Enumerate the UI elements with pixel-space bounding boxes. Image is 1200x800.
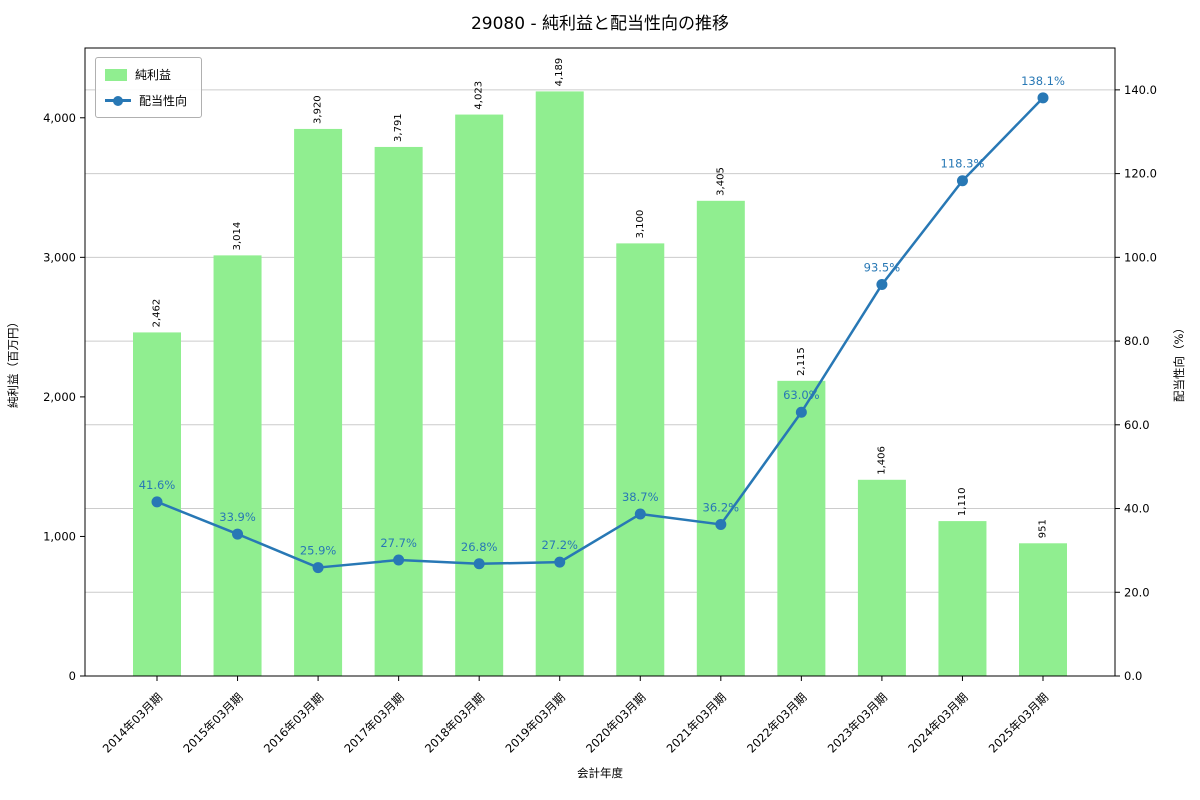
- y-tick-label-right: 120.0: [1124, 167, 1157, 181]
- bar-value-label: 4,189: [554, 58, 565, 87]
- bar-value-label: 3,405: [715, 167, 726, 196]
- x-tick-label: 2022年03月期: [744, 690, 809, 755]
- y-tick-label-left: 3,000: [43, 250, 76, 264]
- bar-net-income: [374, 146, 423, 676]
- y-tick-label-right: 40.0: [1124, 502, 1150, 516]
- line-marker: [232, 528, 244, 540]
- x-tick-label: 2015年03月期: [180, 690, 245, 755]
- legend-item-net-income: 純利益: [105, 66, 187, 83]
- payout-ratio-line: [155, 96, 1045, 569]
- legend: 純利益 配当性向: [95, 57, 203, 118]
- bar-net-income: [294, 128, 343, 677]
- line-marker: [634, 508, 646, 520]
- chart-title: 29080 - 純利益と配当性向の推移: [471, 14, 729, 34]
- bar-value-label: 2,462: [152, 299, 163, 328]
- x-tick-label: 2020年03月期: [583, 690, 648, 755]
- y-tick-label-right: 60.0: [1124, 418, 1150, 432]
- bar-net-income: [213, 255, 262, 676]
- payout-ratio-label: 25.9%: [300, 544, 337, 558]
- payout-ratio-label: 138.1%: [1021, 74, 1065, 88]
- bar-value-label: 1,110: [957, 487, 968, 516]
- bar-value-label: 3,920: [313, 95, 324, 124]
- legend-label-net-income: 純利益: [135, 68, 172, 82]
- x-tick-label: 2024年03月期: [905, 690, 970, 755]
- x-tick-label: 2025年03月期: [986, 690, 1051, 755]
- line-marker: [956, 175, 968, 187]
- y-tick-label-right: 100.0: [1124, 250, 1157, 264]
- line-marker: [876, 279, 888, 291]
- bar-value-label: 1,406: [876, 446, 887, 475]
- legend-item-payout-ratio: 配当性向: [105, 92, 187, 109]
- bar-net-income: [535, 91, 584, 676]
- y-tick-label-left: 4,000: [43, 111, 76, 125]
- plot-border: [84, 47, 1116, 677]
- bar-net-income: [455, 114, 504, 677]
- x-tick-label: 2014年03月期: [100, 690, 165, 755]
- chart-generated-layer: 2,462 3,014 3,920 3,791 4,023 4,189 3,100 3,405…: [43, 47, 1157, 756]
- legend-bar-swatch-icon: [105, 68, 127, 81]
- line-marker: [1037, 92, 1049, 104]
- bar-value-label: 3,100: [635, 210, 646, 239]
- x-tick-label: 2018年03月期: [422, 690, 487, 755]
- payout-ratio-label: 41.6%: [139, 478, 176, 492]
- legend-label-payout-ratio: 配当性向: [139, 94, 188, 108]
- bar-value-label: 3,791: [393, 113, 404, 142]
- payout-ratio-label: 26.8%: [461, 540, 498, 554]
- payout-ratio-label: 27.7%: [380, 536, 417, 550]
- legend-marker-dot-icon: [113, 95, 123, 106]
- line-marker: [393, 554, 405, 566]
- y-tick-label-right: 140.0: [1124, 83, 1157, 97]
- y-tick-label-right: 80.0: [1124, 334, 1150, 348]
- line-marker: [473, 558, 485, 570]
- payout-ratio-label: 93.5%: [864, 261, 901, 275]
- bar-net-income: [616, 243, 665, 676]
- x-tick-label: 2017年03月期: [341, 690, 406, 755]
- bar-value-label: 4,023: [474, 81, 485, 110]
- y-tick-label-right: 20.0: [1124, 585, 1150, 599]
- y-tick-label-left: 2,000: [43, 390, 76, 404]
- bar-net-income: [857, 479, 906, 676]
- x-axis-label: 会計年度: [577, 766, 623, 780]
- x-tick-label: 2021年03月期: [664, 690, 729, 755]
- line-marker: [795, 406, 807, 418]
- line-marker: [312, 562, 324, 574]
- payout-ratio-label: 33.9%: [219, 510, 256, 524]
- bar-net-income: [696, 200, 745, 676]
- bar-value-label: 3,014: [232, 222, 243, 251]
- line-marker: [715, 518, 727, 530]
- payout-ratio-label: 118.3%: [941, 157, 985, 171]
- y-axis-label-left: 純利益（百万円）: [6, 316, 20, 408]
- bar-value-label: 2,115: [796, 347, 807, 376]
- payout-ratio-label: 38.7%: [622, 490, 659, 504]
- y-tick-label-left: 1,000: [43, 529, 76, 543]
- payout-ratio-label: 36.2%: [703, 500, 740, 514]
- y-tick-label-right: 0.0: [1124, 669, 1142, 683]
- legend-line-swatch-icon: [105, 95, 131, 106]
- y-axis-label-right: 配当性向（%）: [1172, 322, 1186, 402]
- payout-ratio-label: 63.0%: [783, 388, 820, 402]
- bar-value-label: 951: [1038, 519, 1049, 538]
- bar-net-income: [938, 521, 987, 676]
- bar-net-income: [777, 380, 826, 676]
- x-tick-label: 2019年03月期: [503, 690, 568, 755]
- line-marker: [151, 496, 163, 508]
- line-marker: [554, 556, 566, 568]
- payout-ratio-label: 27.2%: [541, 538, 578, 552]
- x-tick-label: 2023年03月期: [825, 690, 890, 755]
- y-tick-label-left: 0: [69, 669, 76, 683]
- x-tick-label: 2016年03月期: [261, 690, 326, 755]
- bar-net-income: [1019, 543, 1067, 676]
